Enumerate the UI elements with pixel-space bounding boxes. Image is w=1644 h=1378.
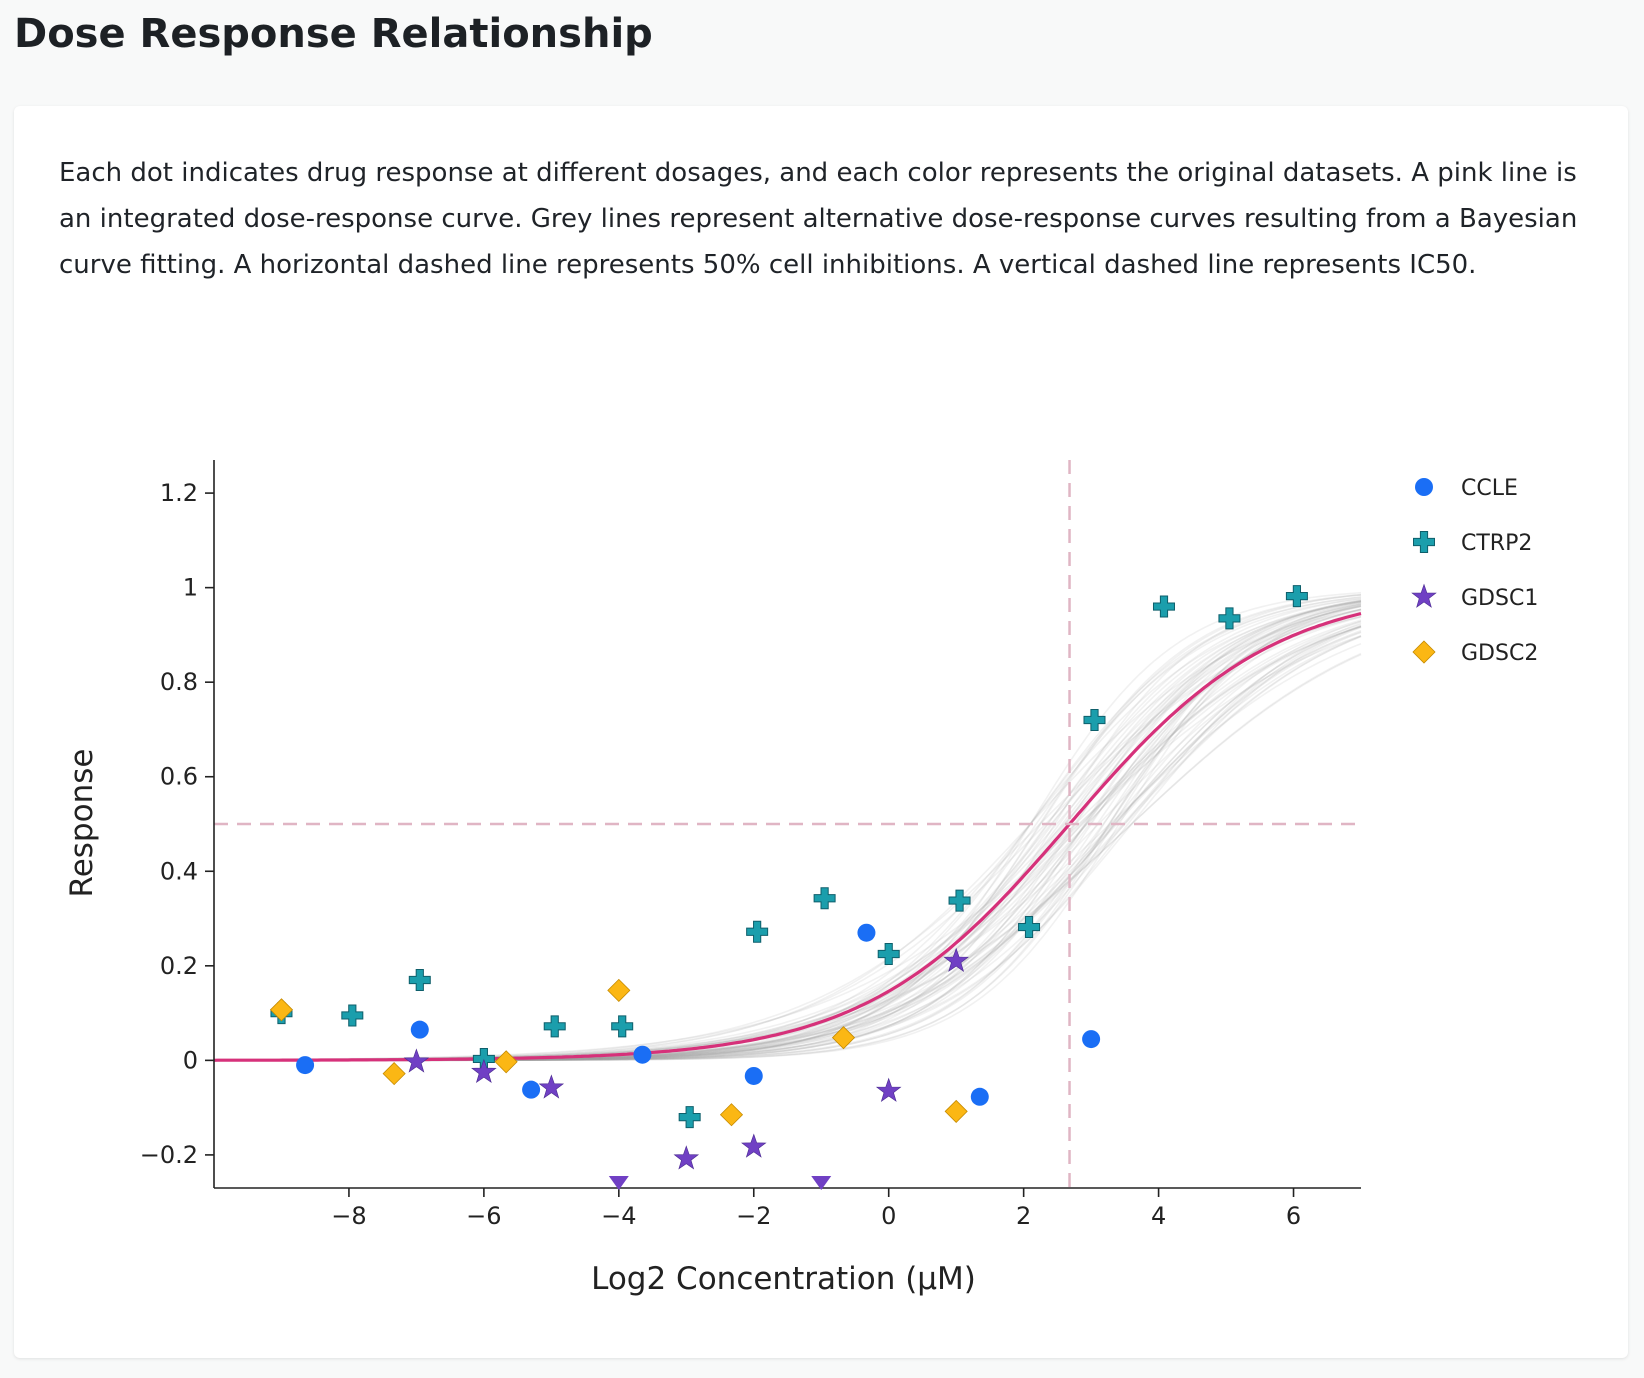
alternative-curve xyxy=(214,599,1362,1062)
legend-marker xyxy=(1412,640,1436,664)
legend-marker xyxy=(1415,478,1433,496)
series-ccle xyxy=(296,923,1101,1106)
legend-label: GDSC1 xyxy=(1461,586,1538,611)
x-tick-label: −4 xyxy=(601,1202,636,1230)
series-gdsc1-below-axis xyxy=(608,1176,832,1190)
y-tick-label: −0.2 xyxy=(140,1141,198,1169)
data-point xyxy=(943,947,969,972)
data-point xyxy=(1218,607,1241,630)
data-point xyxy=(1152,595,1175,618)
alternative-curve xyxy=(214,631,1362,1061)
chart-card: Each dot indicates drug response at diff… xyxy=(14,106,1628,1358)
data-point xyxy=(1082,1030,1101,1049)
y-tick-label: 0 xyxy=(183,1046,198,1074)
alternative-curve xyxy=(214,605,1362,1062)
data-point xyxy=(944,1099,968,1123)
y-axis-label: Response xyxy=(64,749,100,898)
x-tick-label: 2 xyxy=(1016,1202,1031,1230)
x-axis-label: Log2 Concentration (μM) xyxy=(591,1261,976,1297)
axes: −8 −6 −4 −2 0 2 4 6 −0.2 0 0.2 0.4 0.6 0.8 1 1.2 Log2 Co… xyxy=(64,460,1361,1297)
y-tick-label: 0.8 xyxy=(160,668,198,696)
x-tick-label: 4 xyxy=(1151,1202,1166,1230)
data-point xyxy=(678,1106,701,1129)
data-point xyxy=(831,1026,856,1050)
data-point xyxy=(948,889,971,912)
series-gdsc2 xyxy=(269,978,968,1127)
data-point xyxy=(857,923,876,942)
data-point xyxy=(410,1020,429,1039)
data-point xyxy=(1018,916,1041,939)
data-points xyxy=(269,585,1308,1190)
curves-layer xyxy=(213,591,1362,1062)
data-point xyxy=(970,1087,989,1106)
legend-label: CCLE xyxy=(1461,476,1518,501)
data-point xyxy=(1083,709,1106,731)
y-tick-label: 0.6 xyxy=(160,763,198,791)
reference-lines xyxy=(214,460,1361,1188)
data-point xyxy=(471,1058,497,1084)
x-tick-label: 6 xyxy=(1286,1202,1301,1230)
chart-description: Each dot indicates drug response at diff… xyxy=(59,158,1578,280)
alternative-curve xyxy=(214,600,1362,1062)
series-gdsc1 xyxy=(403,947,969,1170)
alternative-curve xyxy=(214,593,1362,1062)
page-title: Dose Response Relationship xyxy=(14,11,653,57)
alternative-curve xyxy=(214,594,1362,1062)
x-tick-label: 0 xyxy=(881,1202,896,1230)
data-point xyxy=(341,1004,364,1027)
data-point xyxy=(608,1176,629,1190)
data-point xyxy=(494,1050,518,1074)
data-point xyxy=(408,969,431,991)
data-point xyxy=(382,1062,406,1086)
legend: CCLE CTRP2 GDSC1 GDSC2 xyxy=(1411,476,1538,666)
alternative-curve xyxy=(214,605,1362,1062)
alternative-curve xyxy=(214,598,1362,1062)
alternative-curve xyxy=(214,623,1362,1061)
legend-marker xyxy=(1411,583,1437,608)
data-point xyxy=(813,887,836,910)
data-point xyxy=(1285,585,1308,608)
data-point xyxy=(744,1066,763,1085)
data-point xyxy=(296,1056,315,1075)
data-point xyxy=(611,1015,634,1038)
y-tick-label: 1 xyxy=(183,574,198,602)
data-point xyxy=(633,1045,652,1064)
x-tick-label: −6 xyxy=(466,1202,501,1230)
data-point xyxy=(403,1048,430,1073)
x-tick-label: −8 xyxy=(331,1202,366,1230)
data-point xyxy=(538,1074,565,1099)
legend-label: GDSC2 xyxy=(1461,641,1538,666)
data-point xyxy=(811,1176,832,1190)
data-point xyxy=(741,1133,767,1158)
data-point xyxy=(875,1077,902,1102)
integrated-fit-curve xyxy=(213,612,1362,1062)
data-point xyxy=(522,1080,541,1099)
alternative-curve xyxy=(214,597,1362,1062)
data-point xyxy=(269,998,294,1022)
data-point xyxy=(543,1015,566,1038)
data-point xyxy=(877,943,900,965)
y-tick-label: 0.2 xyxy=(160,952,198,980)
legend-label: CTRP2 xyxy=(1461,531,1532,556)
alternative-curve xyxy=(214,599,1362,1062)
alternative-curve xyxy=(214,605,1362,1062)
x-tick-label: −2 xyxy=(736,1202,771,1230)
y-tick-label: 1.2 xyxy=(160,479,198,507)
alternative-curve xyxy=(214,594,1362,1062)
data-point xyxy=(746,920,769,943)
data-point xyxy=(673,1145,700,1170)
alternative-curve xyxy=(214,605,1362,1062)
data-point xyxy=(607,978,631,1002)
alternative-curve xyxy=(214,605,1362,1062)
data-point xyxy=(719,1103,744,1127)
alternative-curve xyxy=(214,600,1362,1062)
legend-marker xyxy=(1413,531,1435,553)
y-tick-label: 0.4 xyxy=(160,857,198,885)
